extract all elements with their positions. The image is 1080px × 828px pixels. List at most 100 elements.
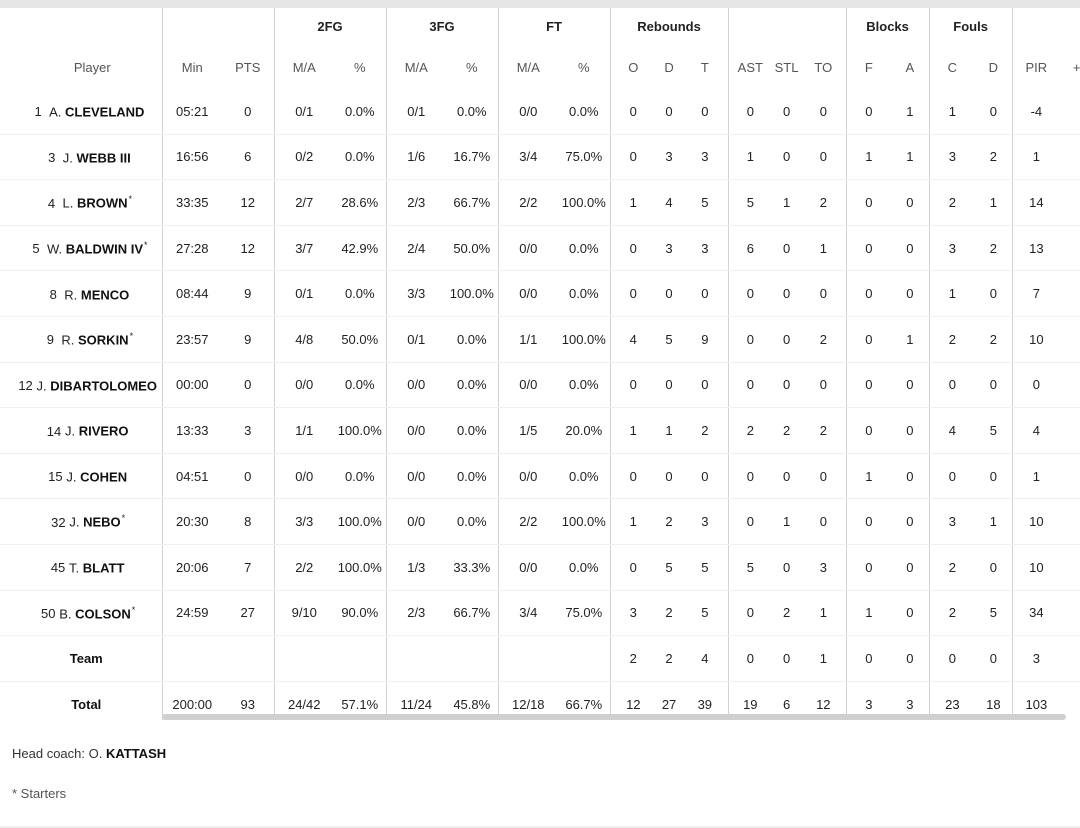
cell-min: 13:33 xyxy=(161,407,222,454)
cell-2fg-pct xyxy=(334,635,387,682)
cell-reb-o: 0 xyxy=(609,270,657,317)
cell-2fg-pct: 42.9% xyxy=(334,225,387,272)
cell-ft-ma: 2/2 xyxy=(497,498,559,545)
cell-3fg-ma: 0/0 xyxy=(385,453,447,500)
cell-ast: 5 xyxy=(727,544,773,591)
player-name-link[interactable]: BROWN xyxy=(76,195,128,211)
header-ft-pct: % xyxy=(578,59,590,75)
cell-3fg-ma: 2/3 xyxy=(385,590,447,637)
cell-foul-c: 0 xyxy=(928,635,976,682)
cell-ft-pct xyxy=(558,635,611,682)
cell-stl: 0 xyxy=(772,316,802,363)
cell-plus-minus xyxy=(1060,453,1080,500)
boxscore-table-container[interactable]: 2FG 3FG FT Rebounds Blocks Fouls Player … xyxy=(0,8,1080,720)
player-name-link[interactable]: COHEN xyxy=(80,469,128,485)
header-foul-d: D xyxy=(988,59,999,75)
starters-note: * Starters xyxy=(12,786,67,801)
cell-3fg-ma: 1/3 xyxy=(385,544,447,591)
cell-ft-ma: 0/0 xyxy=(497,225,559,272)
head-coach: Head coach: O. KATTASH xyxy=(12,746,166,761)
player-name-link[interactable]: COLSON xyxy=(75,605,131,621)
cell-stl: 1 xyxy=(772,498,802,545)
cell-3fg-ma: 3/3 xyxy=(385,270,447,317)
cell-reb-t: 4 xyxy=(682,635,729,682)
cell-3fg-ma: 0/0 xyxy=(385,498,447,545)
cell-pts: 6 xyxy=(222,134,274,181)
cell-ft-pct: 100.0% xyxy=(558,316,611,363)
cell-plus-minus xyxy=(1060,590,1080,637)
cell-pts xyxy=(222,635,274,682)
cell-min: 20:06 xyxy=(161,544,222,591)
player-initial: A. xyxy=(49,104,62,120)
cell-min: 16:56 xyxy=(161,134,222,181)
cell-reb-d: 5 xyxy=(656,544,683,591)
cell-3fg-ma xyxy=(385,635,447,682)
cell-stl: 0 xyxy=(772,362,802,409)
team-label-cell: Team xyxy=(0,635,162,682)
player-name-link[interactable]: NEBO xyxy=(83,514,121,530)
cell-ast: 0 xyxy=(727,635,773,682)
player-name-link[interactable]: CLEVELAND xyxy=(64,104,145,120)
player-initial: J. xyxy=(64,423,76,439)
cell-min: 24:59 xyxy=(161,590,222,637)
table-row: 4 L. BROWN* 33:35 12 2/7 28.6% 2/3 66.7% 2/2 100.… xyxy=(0,179,1080,226)
header-reb-d: D xyxy=(664,59,674,75)
cell-blk-a: 0 xyxy=(891,544,930,591)
cell-min: 20:30 xyxy=(161,498,222,545)
cell-2fg-ma: 0/0 xyxy=(273,362,334,409)
cell-to: 12 xyxy=(801,681,847,720)
table-row: 1 A. CLEVELAND 05:21 0 0/1 0.0% 0/1 0.0% 0/0 0.0%… xyxy=(0,89,1080,135)
cell-2fg-ma: 2/7 xyxy=(273,179,334,226)
cell-ft-pct: 100.0% xyxy=(558,498,611,545)
cell-reb-d: 2 xyxy=(656,590,683,637)
cell-ast: 1 xyxy=(727,134,773,181)
horizontal-scrollbar[interactable] xyxy=(162,714,1066,720)
player-cell: 12 J. DIBARTOLOMEO xyxy=(0,362,162,409)
player-number: 4 xyxy=(47,195,56,211)
cell-ast: 19 xyxy=(727,681,773,720)
cell-foul-c: 0 xyxy=(928,453,976,500)
table-row: 32 J. NEBO* 20:30 8 3/3 100.0% 0/0 0.0% 2/2 100.0… xyxy=(0,498,1080,545)
cell-3fg-pct: 45.8% xyxy=(446,681,499,720)
player-number: 14 xyxy=(46,423,62,439)
player-number: 15 xyxy=(48,469,63,485)
header-3fg-ma: M/A xyxy=(385,45,447,89)
player-number: 50 xyxy=(40,605,56,621)
cell-3fg-pct: 33.3% xyxy=(446,544,499,591)
cell-2fg-ma: 3/3 xyxy=(273,498,334,545)
cell-ast: 0 xyxy=(727,270,773,317)
cell-blk-a: 0 xyxy=(891,179,930,226)
top-bar xyxy=(0,0,1080,8)
cell-pir: 0 xyxy=(1011,362,1061,409)
cell-to: 1 xyxy=(801,635,847,682)
cell-ft-pct: 66.7% xyxy=(558,681,611,720)
player-cell: 5 W. BALDWIN IV* xyxy=(0,225,162,272)
cell-3fg-pct: 0.0% xyxy=(446,89,499,135)
cell-reb-t: 5 xyxy=(682,590,729,637)
cell-2fg-pct: 100.0% xyxy=(334,544,387,591)
cell-ft-ma: 1/1 xyxy=(497,316,559,363)
cell-plus-minus xyxy=(1060,544,1080,591)
cell-pir: 3 xyxy=(1011,635,1061,682)
cell-blk-f: 1 xyxy=(845,453,892,500)
table-row: 12 J. DIBARTOLOMEO 00:00 0 0/0 0.0% 0/0 0.0% 0/0… xyxy=(0,362,1080,409)
player-name-link[interactable]: WEBB III xyxy=(76,150,131,166)
player-name-link[interactable]: BLATT xyxy=(82,560,125,576)
cell-plus-minus xyxy=(1060,407,1080,454)
header-foul-c: C xyxy=(928,45,976,89)
cell-3fg-ma: 0/0 xyxy=(385,407,447,454)
player-name-link[interactable]: SORKIN xyxy=(78,332,129,348)
player-name-link[interactable]: RIVERO xyxy=(78,423,129,439)
cell-blk-a: 0 xyxy=(891,225,930,272)
header-to: TO xyxy=(814,59,833,75)
cell-reb-t: 3 xyxy=(682,134,729,181)
cell-ft-ma: 0/0 xyxy=(497,270,559,317)
cell-blk-a: 3 xyxy=(891,681,930,720)
player-name-link[interactable]: DIBARTOLOMEO xyxy=(50,378,157,394)
cell-stl: 1 xyxy=(772,179,802,226)
player-initial: R. xyxy=(64,286,78,302)
cell-3fg-ma: 0/0 xyxy=(385,362,447,409)
cell-to: 0 xyxy=(801,134,847,181)
player-name-link[interactable]: MENCO xyxy=(80,286,130,302)
player-name-link[interactable]: BALDWIN IV xyxy=(65,241,144,257)
